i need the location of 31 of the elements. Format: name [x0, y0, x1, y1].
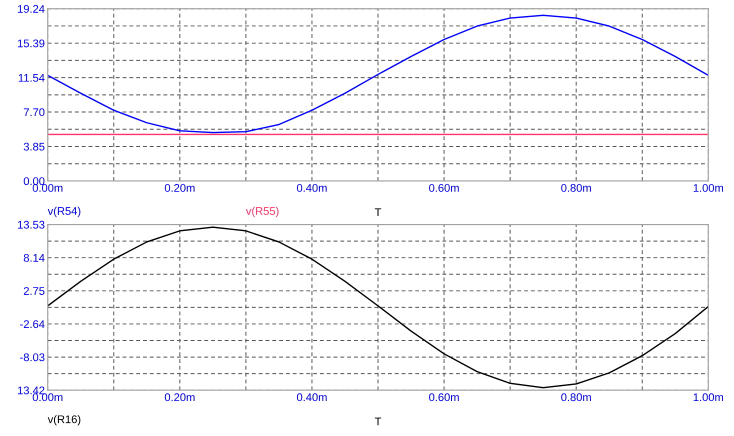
y-tick-label: 19.24	[18, 4, 45, 13]
text: v(R54)	[48, 206, 80, 218]
x-tick-label: 0.00m	[32, 393, 62, 402]
y-tick-label: 15.39	[18, 39, 44, 48]
y-tick-label: 8.14	[24, 254, 45, 262]
x-tick-label: 0.80m	[561, 184, 591, 192]
y-tick-label: -2.64	[20, 320, 45, 328]
line-series	[48, 226, 708, 388]
x-tick-label: 0.60m	[429, 184, 459, 192]
x-tick-label: 0.40m	[296, 393, 327, 402]
x-tick-label: 0.00m	[32, 184, 62, 192]
x-tick-label: 0.20m	[164, 184, 195, 192]
y-tick-label: 7.70	[24, 108, 44, 116]
text: v(R16)	[48, 415, 80, 426]
y-tick-label: 13.53	[18, 220, 44, 229]
x-tick-label: 0.80m	[561, 393, 591, 402]
y-tick-label: 2.75	[24, 287, 44, 295]
x-tick-label: 1.00m	[694, 393, 724, 402]
y-tick-label: 3.85	[24, 142, 44, 151]
text: v(R55)	[246, 206, 279, 218]
y-tick-label: 11.54	[18, 74, 45, 82]
line-series	[48, 14, 708, 134]
x-axis-title: T	[374, 208, 382, 216]
x-tick-label: 0.20m	[164, 393, 195, 402]
x-axis-title: T	[374, 418, 382, 426]
x-tick-label: 0.60m	[429, 393, 459, 402]
y-tick-label: -8.03	[20, 353, 44, 362]
y-tick-label: 0.00	[24, 177, 44, 186]
x-tick-label: 0.40m	[296, 184, 327, 192]
x-tick-label: 1.00m	[694, 184, 724, 192]
y-tick-label: 13.42	[18, 386, 44, 394]
